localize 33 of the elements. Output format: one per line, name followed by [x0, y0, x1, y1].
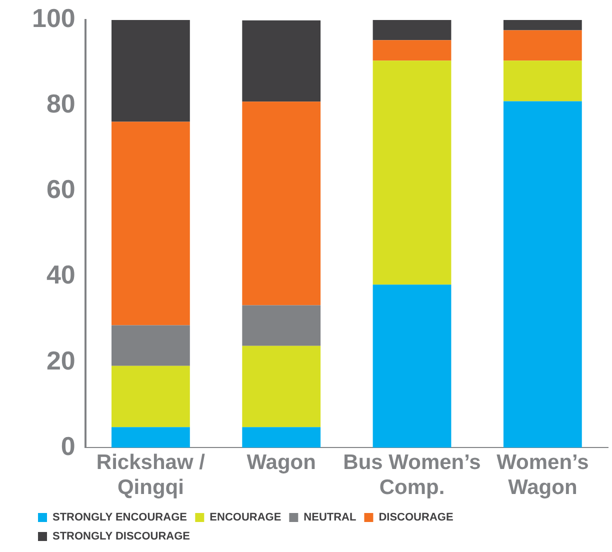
bar — [242, 102, 321, 306]
x-tick-label: Bus Women’s Comp. — [343, 450, 481, 500]
bar — [372, 284, 452, 448]
bar — [112, 366, 190, 428]
legend-label: ENCOURAGE — [210, 512, 282, 524]
bar — [372, 40, 452, 61]
bar — [503, 101, 582, 448]
bar — [242, 346, 321, 428]
y-tick-label: 100 — [32, 3, 76, 34]
bar — [242, 427, 321, 448]
bar — [503, 30, 582, 61]
x-tick-label: Rickshaw / Qingqi — [96, 450, 206, 500]
x-tick-label: Wagon — [246, 450, 316, 474]
bar — [503, 20, 582, 30]
bar — [503, 60, 582, 102]
y-tick-label: 0 — [60, 430, 76, 461]
y-tick-label: 60 — [46, 174, 76, 204]
bar — [112, 122, 190, 326]
x-tick-label: Women’s Wagon — [496, 450, 589, 500]
legend-label: STRONGLY DISCOURAGE — [52, 530, 190, 543]
bar — [112, 325, 190, 366]
y-tick-label: 80 — [46, 88, 76, 119]
bar — [112, 427, 190, 448]
y-tick-label: 20 — [46, 345, 76, 376]
legend-label: DISCOURAGE — [378, 512, 454, 524]
bar — [242, 305, 321, 346]
legend-label: STRONGLY ENCOURAGE — [52, 512, 187, 524]
bar — [372, 60, 452, 285]
bar — [112, 20, 190, 122]
y-tick-label: 40 — [46, 260, 76, 290]
legend-label: NEUTRAL — [304, 512, 356, 524]
bar — [242, 20, 321, 102]
bar — [372, 20, 452, 40]
